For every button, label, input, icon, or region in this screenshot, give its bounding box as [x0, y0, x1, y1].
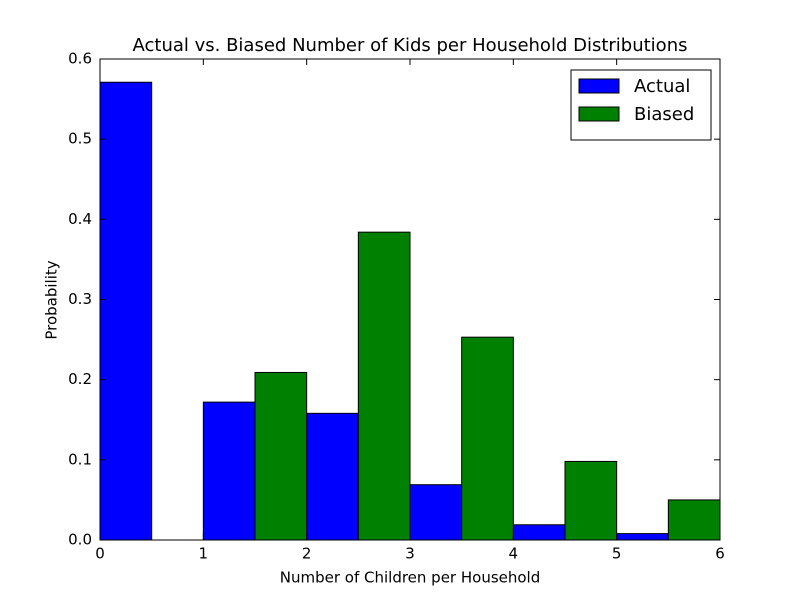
y-tick-label: 0.3 — [68, 290, 92, 308]
y-tick-label: 0.0 — [68, 531, 92, 549]
y-axis-label: Probability — [43, 260, 61, 339]
x-tick-label: 2 — [302, 545, 312, 563]
bar — [409, 484, 463, 541]
x-tick-label: 0 — [95, 545, 105, 563]
bar — [512, 524, 566, 541]
y-tick-label: 0.5 — [68, 130, 92, 148]
bar — [461, 336, 514, 541]
bar — [202, 401, 256, 541]
x-tick-label: 1 — [199, 545, 209, 563]
x-tick-label: 6 — [715, 545, 725, 563]
bar — [306, 412, 359, 541]
y-tick-label: 0.1 — [68, 450, 92, 468]
x-tick-label: 5 — [612, 545, 622, 563]
bar — [357, 231, 411, 541]
chart-title: Actual vs. Biased Number of Kids per Hou… — [133, 35, 688, 56]
y-tick-label: 0.6 — [68, 50, 92, 68]
legend-label: Actual — [634, 76, 690, 97]
bar — [254, 371, 308, 541]
legend-swatch — [578, 106, 620, 122]
x-axis-label: Number of Children per Household — [280, 569, 541, 587]
legend-swatch — [578, 78, 620, 94]
bar — [667, 499, 721, 541]
x-tick-label: 4 — [509, 545, 519, 563]
bar — [616, 533, 669, 541]
bar — [99, 81, 153, 541]
y-tick-label: 0.2 — [68, 370, 92, 388]
legend-label: Biased — [634, 104, 694, 125]
bar — [564, 460, 618, 541]
y-tick-label: 0.4 — [68, 210, 92, 228]
x-tick-label: 3 — [405, 545, 415, 563]
